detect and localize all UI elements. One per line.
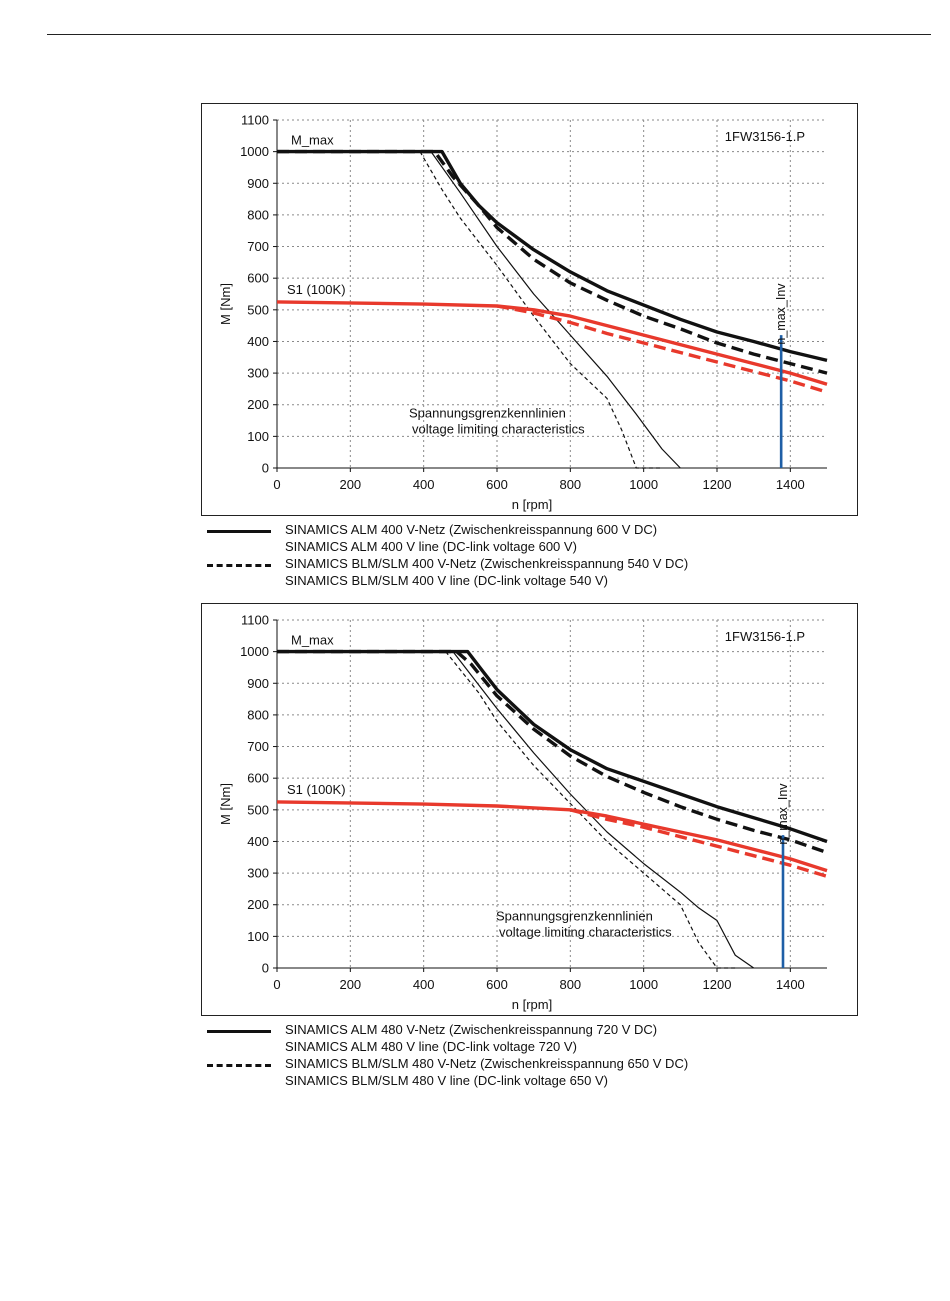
black-thick-dashed-curve: [277, 649, 828, 855]
y-tick-label: 300: [247, 866, 269, 881]
voltage-limit-label-de: Spannungsgrenzkennlinien: [409, 405, 566, 420]
y-tick-label: 200: [247, 897, 269, 912]
y-tick-label: 400: [247, 834, 269, 849]
black-thin-dashed-curve: [445, 651, 736, 969]
y-axis-label: M [Nm]: [218, 783, 233, 825]
legend-text-en: SINAMICS ALM 480 V line (DC-link voltage…: [285, 1039, 577, 1054]
y-tick-label: 500: [247, 802, 269, 817]
legend-text-de: SINAMICS ALM 480 V-Netz (Zwischenkreissp…: [285, 1022, 658, 1037]
y-tick-label: 400: [247, 334, 269, 349]
y-tick-label: 900: [247, 176, 269, 191]
y-tick-label: 600: [247, 271, 269, 286]
black-thick-solid-curve: [277, 649, 828, 844]
x-tick-label: 800: [559, 477, 581, 492]
y-tick-label: 800: [247, 207, 269, 222]
torque-chart-480v: 0 100 200 300 400 500 600 700 800 900 1000 1100 0 200…: [201, 603, 858, 1016]
x-tick-label: 1200: [703, 977, 732, 992]
y-tick-label: 300: [247, 366, 269, 381]
y-tick-label: 1100: [241, 613, 269, 628]
y-tick-label: 0: [262, 961, 269, 976]
x-tick-label: 200: [339, 477, 361, 492]
x-tick-label: 0: [273, 477, 280, 492]
red-thick-solid-curve: [276, 800, 828, 873]
dashed-line-swatch: [207, 564, 271, 567]
x-tick-label: 400: [413, 477, 435, 492]
legend-text-en: SINAMICS BLM/SLM 400 V line (DC-link vol…: [285, 573, 608, 588]
x-tick-label: 1000: [629, 477, 658, 492]
red-thick-solid-curve: [276, 300, 828, 386]
x-tick-label: 1400: [776, 977, 805, 992]
legend-text-de: SINAMICS ALM 400 V-Netz (Zwischenkreissp…: [285, 522, 658, 537]
plot-area: [277, 120, 827, 468]
y-tick-label: 500: [247, 302, 269, 317]
y-tick-label: 700: [247, 239, 269, 254]
legend-item-blm-slm-en: SINAMICS BLM/SLM 400 V line (DC-link vol…: [205, 573, 845, 590]
x-tick-label: 1400: [776, 477, 805, 492]
x-axis-label: n [rpm]: [512, 997, 552, 1012]
y-tick-label: 200: [247, 397, 269, 412]
legend-text-en: SINAMICS ALM 400 V line (DC-link voltage…: [285, 539, 577, 554]
s1-label: S1 (100K): [287, 782, 346, 797]
torque-chart-400v: 0 100 200 300 400 500 600 700 800 900 1000 1100 0 200…: [201, 103, 858, 516]
red-thick-dashed-curve: [496, 304, 828, 394]
torque-chart-400v-svg: 0 100 200 300 400 500 600 700 800 900 1000 1100 0 200…: [218, 113, 828, 512]
y-tick-label: 600: [247, 771, 269, 786]
y-tick-label: 1000: [240, 644, 269, 659]
header-rule: [47, 34, 931, 35]
y-tick-label: 1000: [240, 144, 269, 159]
voltage-limit-label-en: voltage limiting characteristics: [499, 925, 672, 940]
black-thin-dashed-curve: [419, 151, 662, 469]
legend-item-blm-slm-en: SINAMICS BLM/SLM 480 V line (DC-link vol…: [205, 1073, 845, 1090]
legend-text-de: SINAMICS BLM/SLM 480 V-Netz (Zwischenkre…: [285, 1056, 689, 1071]
black-thick-dashed-curve: [277, 149, 828, 375]
legend-item-alm: SINAMICS ALM 400 V-Netz (Zwischenkreissp…: [205, 522, 845, 539]
x-tick-label: 600: [486, 477, 508, 492]
x-tick-label: 1200: [703, 477, 732, 492]
voltage-limit-label-de: Spannungsgrenzkennlinien: [496, 909, 653, 924]
solid-line-swatch: [207, 1030, 271, 1033]
legend-text-de: SINAMICS BLM/SLM 400 V-Netz (Zwischenkre…: [285, 556, 689, 571]
y-tick-label: 0: [262, 461, 269, 476]
x-tick-label: 1000: [629, 977, 658, 992]
x-tick-label: 0: [273, 977, 280, 992]
y-tick-label: 100: [247, 429, 269, 444]
x-tick-label: 400: [413, 977, 435, 992]
model-label: 1FW3156-1.P: [725, 129, 805, 144]
legend-item-alm: SINAMICS ALM 480 V-Netz (Zwischenkreissp…: [205, 1022, 845, 1039]
y-tick-label: 900: [247, 676, 269, 691]
x-tick-label: 600: [486, 977, 508, 992]
y-tick-label: 800: [247, 707, 269, 722]
x-axis-label: n [rpm]: [512, 497, 552, 512]
plot-area: [277, 620, 827, 968]
legend-400v: SINAMICS ALM 400 V-Netz (Zwischenkreissp…: [205, 522, 845, 590]
mmax-label: M_max: [291, 133, 334, 148]
dashed-line-swatch: [207, 1064, 271, 1067]
legend-item-alm-en: SINAMICS ALM 480 V line (DC-link voltage…: [205, 1039, 845, 1056]
black-thin-solid-curve: [452, 651, 755, 969]
solid-line-swatch: [207, 530, 271, 533]
torque-chart-480v-svg: 0 100 200 300 400 500 600 700 800 900 1000 1100 0 200…: [218, 613, 828, 1012]
y-tick-label: 700: [247, 739, 269, 754]
legend-text-en: SINAMICS BLM/SLM 480 V line (DC-link vol…: [285, 1073, 608, 1088]
model-label: 1FW3156-1.P: [725, 629, 805, 644]
x-tick-label: 800: [559, 977, 581, 992]
x-tick-label: 200: [339, 977, 361, 992]
legend-item-blm-slm: SINAMICS BLM/SLM 480 V-Netz (Zwischenkre…: [205, 1056, 845, 1073]
voltage-limit-label-en: voltage limiting characteristics: [412, 421, 585, 436]
n-max-inv-label: n_max_Inv: [776, 783, 790, 845]
legend-item-blm-slm: SINAMICS BLM/SLM 400 V-Netz (Zwischenkre…: [205, 556, 845, 573]
y-tick-label: 100: [247, 929, 269, 944]
legend-item-alm-en: SINAMICS ALM 400 V line (DC-link voltage…: [205, 539, 845, 556]
legend-480v: SINAMICS ALM 480 V-Netz (Zwischenkreissp…: [205, 1022, 845, 1090]
y-axis-label: M [Nm]: [218, 283, 233, 325]
black-thin-solid-curve: [430, 151, 681, 469]
y-tick-label: 1100: [241, 113, 269, 128]
s1-label: S1 (100K): [287, 282, 346, 297]
mmax-label: M_max: [291, 633, 334, 648]
n-max-inv-label: n_max_Inv: [774, 283, 788, 345]
